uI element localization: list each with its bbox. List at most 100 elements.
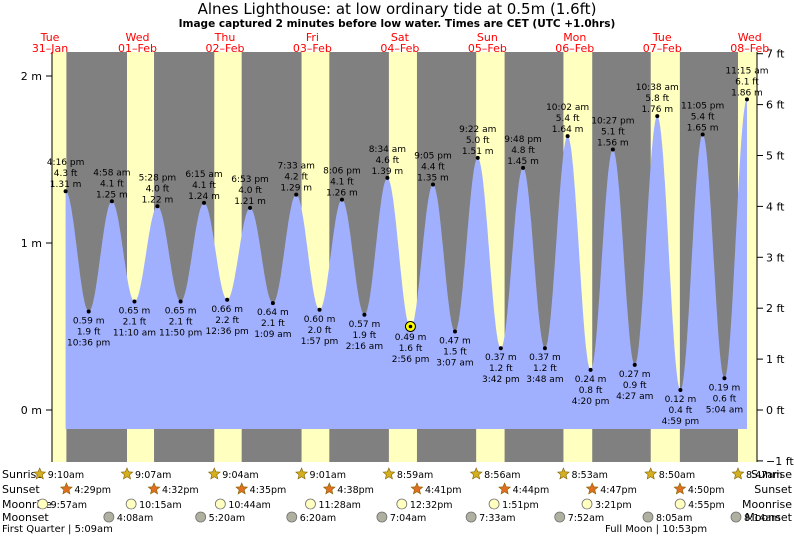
tide-low-point [722,376,727,381]
tide-low-point [542,346,547,351]
sunrise-icon [33,467,47,480]
tide-height-ft-label: 4.1 ft [330,178,354,188]
moonrise-icon [305,498,316,510]
tide-curve [65,99,748,430]
tide-low-point [632,362,637,367]
tide-height-m-label: 0.19 m [709,383,741,393]
moonset-time-label: 8:05am [656,513,692,524]
right-axis-tick-label: 6 ft [766,99,785,112]
first-quarter-label: First Quarter | 5:09am [2,524,113,535]
tide-high-point [475,155,480,160]
tide-height-ft-label: 4.0 ft [146,184,170,194]
tide-time-label: 8:06 pm [323,167,361,177]
tide-low-point [588,367,593,372]
tide-time-label: 2:56 pm [392,355,430,365]
tide-time-label: 5:04 am [706,405,743,415]
left-axis-tick-label: 1 m [21,237,42,250]
tide-height-ft-label: 4.0 ft [238,186,262,196]
tide-time-label: 9:48 pm [504,135,542,145]
moonrise-icon [125,498,137,510]
tide-height-m-label: 0.12 m [665,395,697,405]
tide-height-ft-label: 2.1 ft [261,319,285,329]
tide-time-label: 2:16 am [346,342,383,352]
tide-height-ft-label: 5.0 ft [466,136,490,146]
tide-time-label: 4:59 pm [662,417,700,427]
tide-time-label: 4:20 pm [572,397,610,407]
tide-low-point [225,297,230,302]
tide-high-point [155,204,160,209]
tide-height-ft-label: 5.8 ft [645,94,669,104]
sunrise-time-label: 9:01am [310,470,346,481]
tide-high-point [610,147,615,152]
right-axis-tick-label: 1 ft [766,353,785,366]
tide-height-m-label: 1.21 m [234,197,266,207]
moonrise-icon [581,498,593,510]
day-date-label: 06–Feb [555,42,594,55]
tide-high-point [744,97,749,102]
tide-height-ft-label: 1.9 ft [77,327,101,337]
tide-high-point [202,200,207,205]
moonset-time-label: 6:20am [300,513,336,524]
moonrise-time-label: 10:44am [228,500,270,511]
sunrise-icon [469,467,483,480]
sunset-icon [673,482,687,495]
sunrise-icon [556,467,570,480]
tide-high-point [430,182,435,187]
tide-time-label: 4:58 am [93,168,130,178]
tide-low-point [178,299,183,304]
moonrise-icon [396,498,408,510]
tide-height-m-label: 1.29 m [280,184,312,194]
moonset-icon [554,511,566,523]
tide-time-label: 7:33 am [278,162,315,172]
moonrise-time-label: 1:51pm [502,500,539,511]
tide-height-m-label: 0.37 m [485,353,517,363]
sunset-row-label-right: Sunset [754,483,792,496]
moonset-icon [730,511,742,523]
moonset-time-label: 7:52am [568,513,604,524]
moonset-time-label: 7:33am [479,513,515,524]
tide-height-m-label: 1.24 m [188,192,220,202]
tide-height-ft-label: 0.8 ft [579,386,603,396]
moonrise-icon [488,498,500,510]
sunset-icon [322,482,336,495]
tide-low-point [362,312,367,317]
tide-height-m-label: 0.47 m [439,337,471,347]
tide-height-ft-label: 0.6 ft [713,394,737,404]
tide-height-m-label: 0.60 m [304,315,336,325]
sunset-time-label: 4:47pm [600,485,637,496]
tide-height-m-label: 1.35 m [417,174,449,184]
moonrise-time-label: 12:32pm [410,500,453,511]
left-axis-tick-label: 2 m [21,70,42,83]
sunset-time-label: 4:32pm [162,485,199,496]
tide-time-label: 11:50 pm [159,328,202,338]
sunset-time-label: 4:41pm [425,485,462,496]
tide-time-label: 9:22 am [459,125,496,135]
moonrise-time-label: 3:21pm [595,500,632,511]
tide-low-point [270,301,275,306]
moonset-time-label: 8:14am [744,513,780,524]
tide-time-label: 3:07 am [436,359,473,369]
moonset-icon [376,511,388,523]
tide-height-ft-label: 2.1 ft [123,317,147,327]
right-axis-tick-label: 2 ft [766,302,785,315]
day-name-label: Sun [477,31,498,44]
tide-height-m-label: 0.49 m [395,333,427,343]
tide-time-label: 10:27 pm [591,116,634,126]
tide-high-point [339,197,344,202]
sunrise-row-label-right: Sunrise [751,468,792,481]
tide-height-ft-label: 4.2 ft [284,173,308,183]
right-axis-tick-label: 0 ft [766,404,785,417]
tide-height-m-label: 0.59 m [73,316,105,326]
day-date-label: 03–Feb [293,42,332,55]
axes: 2 m 1 m 0 m 7 ft 6 ft 5 ft 4 ft 3 ft 2 ft 1 ft 0 f… [21,48,794,468]
current-tide-marker-dot [408,324,413,329]
tide-height-m-label: 0.57 m [349,320,381,330]
tide-height-ft-label: 4.8 ft [511,146,535,156]
tide-height-ft-label: 2.0 ft [308,326,332,336]
tide-high-point [655,114,660,119]
tide-low-point [317,307,322,312]
moonrise-time-label: 10:15am [139,500,181,511]
day-date-label: 08–Feb [730,42,769,55]
tide-height-ft-label: 1.6 ft [399,344,423,354]
tide-height-m-label: 1.31 m [50,180,82,190]
